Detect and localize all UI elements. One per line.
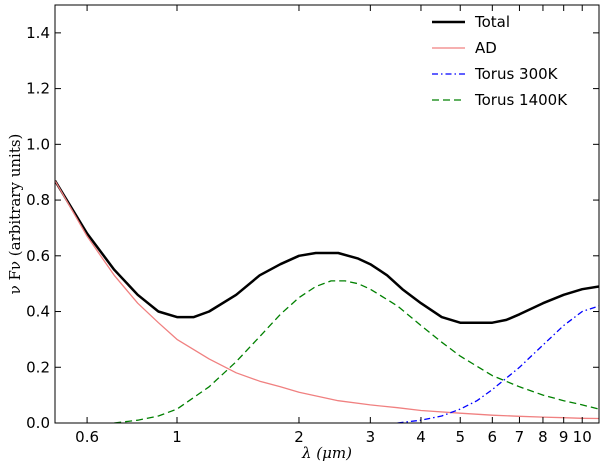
x-axis-ticks: 0.6 1 2 3 4 5 6 7 8 9 10 bbox=[75, 5, 592, 446]
x-tick-label: 3 bbox=[366, 428, 376, 446]
series-line-2 bbox=[397, 305, 599, 423]
x-tick-label: 9 bbox=[559, 428, 569, 446]
y-tick-label: 0.2 bbox=[26, 358, 50, 376]
y-tick-label: 0.8 bbox=[26, 191, 50, 209]
x-tick-label: 4 bbox=[416, 428, 426, 446]
series-line-0 bbox=[55, 179, 599, 324]
legend-label-3: Torus 1400K bbox=[474, 91, 568, 109]
x-tick-label: 0.6 bbox=[75, 428, 99, 446]
series-line-3 bbox=[114, 280, 599, 423]
legend-label-2: Torus 300K bbox=[474, 65, 559, 83]
legend-label-0: Total bbox=[474, 13, 510, 31]
series-layer bbox=[55, 179, 599, 423]
y-axis-label: ν Fν (arbitrary units) bbox=[6, 134, 24, 295]
y-tick-label: 1.2 bbox=[26, 80, 50, 98]
x-tick-label: 2 bbox=[294, 428, 304, 446]
y-axis-ticks: 0.0 0.2 0.4 0.6 0.8 1.0 1.2 1.4 bbox=[26, 24, 599, 432]
x-tick-label: 7 bbox=[515, 428, 525, 446]
x-axis-label: λ (μm) bbox=[301, 444, 352, 462]
x-tick-label: 10 bbox=[573, 428, 592, 446]
legend: Total AD Torus 300K Torus 1400K bbox=[432, 13, 568, 109]
x-tick-label: 5 bbox=[455, 428, 465, 446]
y-tick-label: 0.0 bbox=[26, 414, 50, 432]
y-tick-label: 0.6 bbox=[26, 247, 50, 265]
x-tick-label: 1 bbox=[172, 428, 182, 446]
y-tick-label: 0.4 bbox=[26, 303, 50, 321]
series-line-1 bbox=[55, 180, 599, 420]
y-tick-label: 1.4 bbox=[26, 24, 50, 42]
y-tick-label: 1.0 bbox=[26, 135, 50, 153]
x-tick-label: 8 bbox=[538, 428, 548, 446]
legend-label-1: AD bbox=[475, 39, 497, 57]
x-tick-label: 6 bbox=[488, 428, 498, 446]
plot-frame bbox=[54, 4, 600, 424]
